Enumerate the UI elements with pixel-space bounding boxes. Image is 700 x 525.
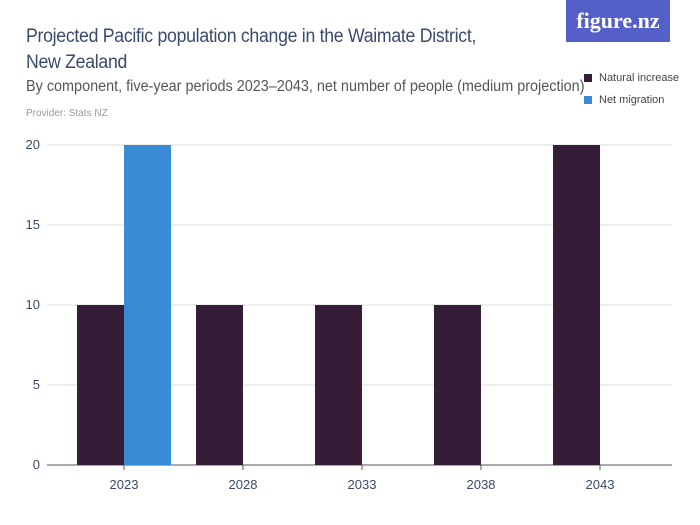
legend-item-natural-increase: Natural increase (584, 67, 679, 89)
chart-subtitle: By component, five-year periods 2023–204… (26, 78, 585, 95)
legend-label: Net migration (599, 94, 665, 106)
y-tick-label: 0 (33, 457, 40, 472)
x-tick-label: 2038 (467, 477, 496, 492)
legend-item-net-migration: Net migration (584, 89, 679, 111)
provider-label: Provider: Stats NZ (26, 108, 108, 119)
bar-natural-increase-2038 (434, 305, 481, 465)
legend-label: Natural increase (599, 72, 680, 84)
x-tick-label: 2023 (110, 477, 139, 492)
chart-title: Projected Pacific population change in t… (26, 26, 477, 73)
bar-natural-increase-2033 (315, 305, 362, 465)
y-tick-label: 15 (26, 217, 40, 232)
y-tick-label: 20 (26, 137, 40, 152)
x-tick-label: 2043 (586, 477, 615, 492)
x-tick-label: 2033 (348, 477, 377, 492)
y-tick-label: 10 (26, 297, 40, 312)
figure-nz-logo[interactable]: figure.nz (566, 0, 670, 42)
legend-swatch (584, 96, 592, 104)
x-tick-label: 2028 (229, 477, 258, 492)
legend: Natural increase Net migration (584, 67, 679, 111)
logo-text: figure.nz (576, 8, 660, 33)
y-tick-label: 5 (33, 377, 40, 392)
bar-natural-increase-2023 (77, 305, 124, 465)
bar-net-migration-2023 (124, 145, 171, 465)
bar-natural-increase-2028 (196, 305, 243, 465)
legend-swatch (584, 74, 592, 82)
bar-natural-increase-2043 (553, 145, 600, 465)
